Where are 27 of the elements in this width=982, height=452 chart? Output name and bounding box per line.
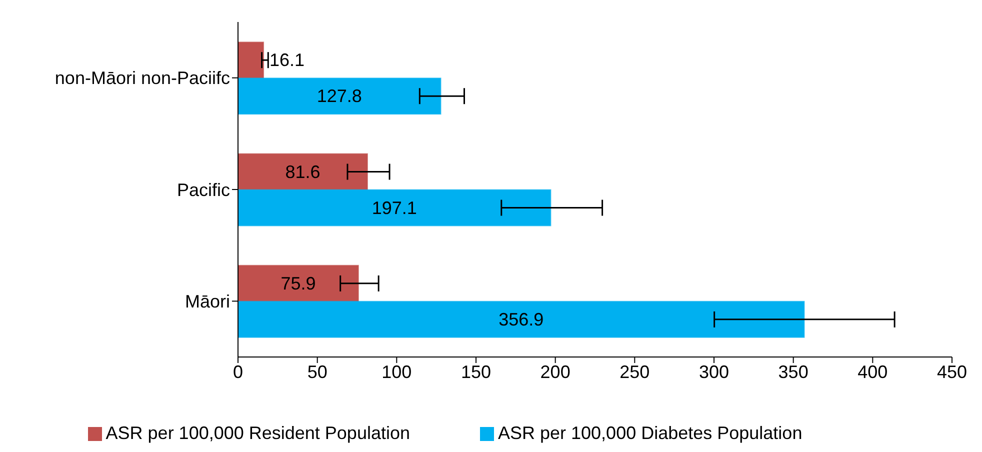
bar: [238, 300, 805, 338]
data-label: 127.8: [316, 86, 362, 106]
data-label: 81.6: [285, 162, 320, 182]
bar: [238, 42, 264, 79]
bar: [238, 153, 368, 190]
y-tick-label: non-Māori non-Paciifc: [54, 68, 230, 88]
data-label: 75.9: [280, 273, 316, 294]
x-tick-label: 300: [698, 362, 730, 382]
x-tick-label: 450: [936, 362, 968, 382]
bar: [238, 264, 359, 302]
bar: [238, 78, 442, 115]
y-tick-label: Pacific: [176, 180, 230, 200]
data-label: 16.1: [270, 50, 305, 70]
y-tick-label: Māori: [184, 292, 230, 312]
data-label: 197.1: [372, 198, 417, 218]
x-tick-label: 100: [382, 362, 412, 382]
bar: [238, 189, 552, 226]
legend-label: ASR per 100,000 Resident Population: [106, 423, 410, 443]
x-tick-label: 200: [540, 362, 570, 382]
x-tick-label: 0: [232, 362, 244, 382]
x-tick-label: 150: [460, 362, 492, 382]
x-tick-label: 400: [858, 362, 888, 382]
x-tick-label: 250: [620, 362, 650, 382]
x-tick-label: 50: [307, 362, 328, 382]
legend-label: ASR per 100,000 Diabetes Population: [498, 423, 802, 443]
x-tick-label: 350: [778, 362, 808, 382]
data-label: 356.9: [498, 309, 544, 330]
